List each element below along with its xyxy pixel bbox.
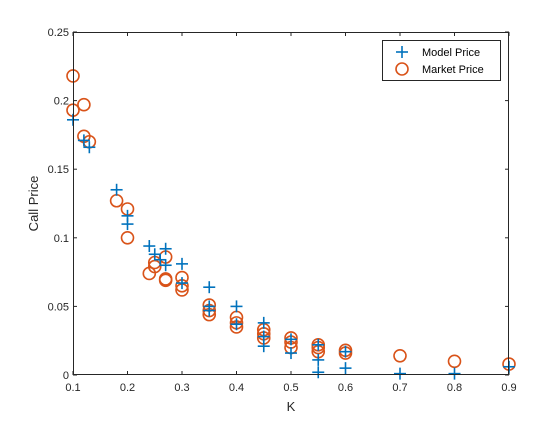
y-tick-label: 0.2 (54, 96, 69, 108)
x-tick-label: 0.7 (392, 382, 407, 394)
model-price-point (257, 316, 270, 329)
model-price-point (83, 141, 96, 154)
market-price-point (393, 348, 407, 363)
market-price-point (147, 259, 162, 274)
legend-label: Market Price (422, 64, 484, 76)
model-price-point (154, 253, 167, 266)
y-axis-title: Call Price (26, 176, 41, 232)
legend-model-price-marker (396, 46, 408, 58)
y-tick-label: 0.1 (54, 233, 69, 245)
x-tick-label: 0.8 (447, 382, 462, 394)
legend: Model Price Market Price (382, 40, 501, 81)
model-price-point (110, 183, 123, 196)
market-price-point (447, 354, 462, 369)
model-price-point (159, 259, 172, 272)
series-model-price (67, 113, 515, 380)
axes-box (73, 32, 509, 375)
model-price-point (339, 345, 352, 358)
model-price-point (257, 340, 270, 353)
model-price-point (230, 318, 243, 331)
x-tick-label: 0.2 (120, 382, 135, 394)
model-price-point (312, 338, 325, 351)
x-tick-label: 0.9 (501, 382, 516, 394)
model-price-point (143, 240, 156, 253)
model-price-point (312, 353, 325, 366)
legend-market-price-marker (395, 62, 409, 76)
x-tick-label: 0.3 (174, 382, 189, 394)
plot-background (73, 32, 509, 375)
market-price-point (120, 231, 135, 245)
model-price-point (77, 134, 90, 147)
x-tick-label: 0.6 (338, 382, 353, 394)
model-price-point (448, 367, 461, 380)
x-tick-label: 0.4 (229, 382, 244, 394)
y-tick-label: 0 (63, 370, 69, 382)
axes-frame (73, 32, 509, 375)
model-price-point (394, 367, 406, 380)
model-price-point (203, 304, 216, 317)
model-price-point (176, 257, 188, 270)
model-price-point (339, 362, 352, 375)
model-price-point (203, 281, 216, 294)
series-layer (66, 69, 516, 380)
plot-area (73, 32, 509, 375)
market-price-point (77, 97, 91, 112)
y-tick-label: 0.25 (48, 27, 69, 39)
model-price-point (285, 347, 297, 360)
model-price-point (159, 242, 172, 255)
y-axis-ticks: 0 0.05 0.1 0.15 0.2 0.25 (48, 27, 509, 382)
model-price-point (230, 300, 243, 313)
model-price-point (176, 277, 188, 290)
model-price-point (148, 248, 161, 261)
y-tick-label: 0.15 (48, 164, 69, 176)
model-price-point (121, 218, 134, 231)
model-price-point (312, 366, 325, 379)
x-tick-label: 0.1 (65, 382, 80, 394)
y-tick-label: 0.05 (48, 301, 69, 313)
model-price-point (285, 333, 297, 346)
market-price-point (158, 273, 173, 288)
legend-label: Model Price (422, 47, 480, 59)
x-tick-label: 0.5 (283, 382, 298, 394)
x-axis-title: K (287, 399, 296, 414)
